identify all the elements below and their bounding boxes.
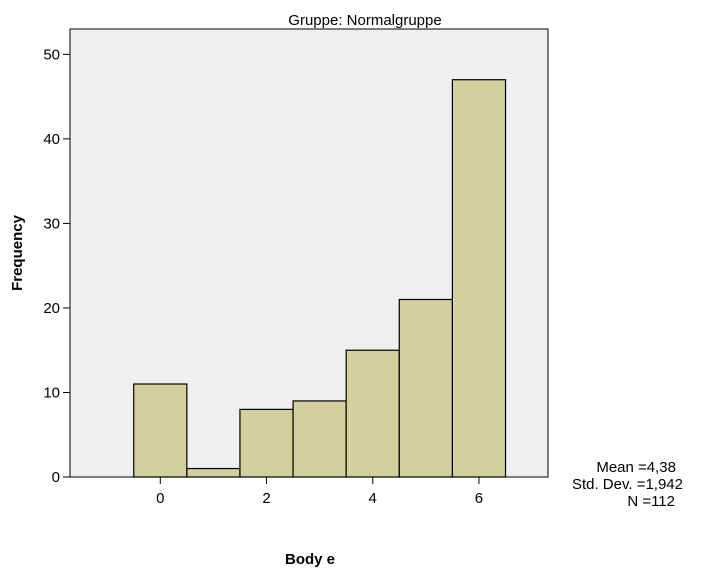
y-tick-label: 0 bbox=[52, 469, 60, 486]
x-tick-label: 4 bbox=[369, 490, 377, 507]
y-tick-label: 10 bbox=[43, 384, 60, 401]
y-axis: 0 10 20 30 40 50 bbox=[43, 46, 70, 486]
histogram-bar bbox=[345, 349, 400, 478]
chart-title: Gruppe: Normalgruppe bbox=[288, 12, 441, 29]
histogram-bar bbox=[292, 400, 347, 478]
histogram-bar bbox=[186, 467, 241, 478]
bars-group bbox=[133, 79, 507, 478]
stats-mean: Mean =4,38 bbox=[596, 459, 676, 476]
stats-box: Mean =4,38 Std. Dev. =1,942 N =112 bbox=[572, 459, 683, 510]
y-tick-label: 20 bbox=[43, 300, 60, 317]
y-axis-title: Frequency bbox=[9, 214, 26, 291]
y-tick-label: 40 bbox=[43, 131, 60, 148]
plot-frame bbox=[69, 28, 549, 478]
histogram-bar bbox=[398, 298, 453, 478]
x-tick-label: 0 bbox=[156, 490, 164, 507]
histogram-bar bbox=[133, 383, 188, 478]
x-axis: 0 2 4 6 bbox=[156, 477, 483, 507]
stats-std-dev: Std. Dev. =1,942 bbox=[572, 476, 683, 493]
histogram-bar bbox=[451, 79, 507, 478]
x-axis-title: Body e bbox=[285, 551, 335, 568]
x-tick-label: 2 bbox=[262, 490, 270, 507]
histogram-bar bbox=[239, 408, 294, 478]
x-tick-label: 6 bbox=[475, 490, 483, 507]
y-tick-label: 30 bbox=[43, 215, 60, 232]
y-tick-label: 50 bbox=[43, 46, 60, 63]
stats-n: N =112 bbox=[627, 493, 675, 510]
